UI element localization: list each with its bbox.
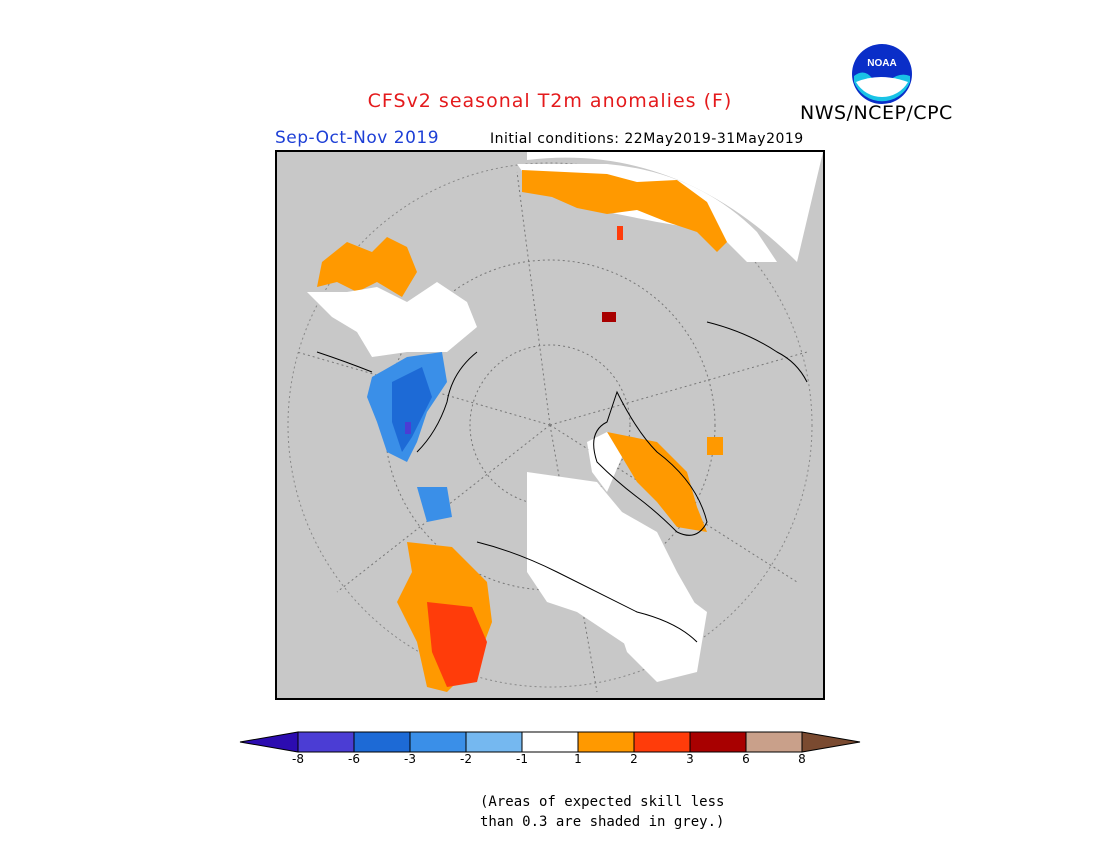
skill-note-line2: than 0.3 are shaded in grey.) xyxy=(480,814,725,830)
colorbar-tick-label: 1 xyxy=(574,752,582,766)
noaa-logo-text: NOAA xyxy=(867,58,896,69)
colorbar xyxy=(238,728,864,760)
coastlines xyxy=(316,321,808,643)
colorbar-tick-label: -2 xyxy=(460,752,472,766)
colorbar-segment-7 xyxy=(633,731,691,753)
chart-title: CFSv2 seasonal T2m anomalies (F) xyxy=(367,90,733,112)
noaa-logo: NOAA xyxy=(850,42,914,110)
colorbar-segment-5 xyxy=(521,731,579,753)
colorbar-tick-label: 3 xyxy=(686,752,694,766)
colorbar-tick-label: 8 xyxy=(798,752,806,766)
region-europe-orange xyxy=(707,437,723,455)
colorbar-segment-8 xyxy=(689,731,747,753)
region-nerussia-darkblue xyxy=(392,367,432,452)
map-panel xyxy=(275,150,825,700)
season-label: Sep-Oct-Nov 2019 xyxy=(275,128,440,148)
colorbar-segment-6 xyxy=(577,731,635,753)
colorbar-tick-label: -3 xyxy=(404,752,416,766)
region-small-red xyxy=(617,226,623,240)
colorbar-tick-label: -8 xyxy=(292,752,304,766)
colorbar-tick-label: 2 xyxy=(630,752,638,766)
skill-note: (Areas of expected skill less than 0.3 a… xyxy=(480,792,724,832)
colorbar-segment-left xyxy=(239,731,299,753)
colorbar-segment-9 xyxy=(745,731,803,753)
region-greenland-orange xyxy=(607,432,707,532)
colorbar-svg xyxy=(239,731,861,753)
initial-conditions-label: Initial conditions: 22May2019-31May2019 xyxy=(490,131,804,147)
polar-map xyxy=(287,152,823,693)
agency-label: NWS/NCEP/CPC xyxy=(800,102,953,124)
region-wna-red xyxy=(427,602,487,687)
region-canada-east-white xyxy=(607,582,707,682)
colorbar-segment-2 xyxy=(353,731,411,753)
colorbar-tick-label: -1 xyxy=(516,752,528,766)
colorbar-tick-label: -6 xyxy=(348,752,360,766)
region-scandinavia-blue xyxy=(417,487,452,522)
region-alaska-white xyxy=(307,282,477,357)
map-outside-area xyxy=(527,152,823,262)
region-alaska-orange xyxy=(317,237,417,297)
region-small-purple xyxy=(405,422,411,434)
colorbar-segment-1 xyxy=(297,731,355,753)
region-small-darkred xyxy=(602,312,616,322)
colorbar-segment-4 xyxy=(465,731,523,753)
latitude-circle xyxy=(384,259,716,591)
skill-note-line1: (Areas of expected skill less xyxy=(480,794,725,810)
colorbar-segment-right xyxy=(801,731,861,753)
region-siberia-orange xyxy=(522,170,727,252)
colorbar-tick-label: 6 xyxy=(742,752,750,766)
colorbar-segment-3 xyxy=(409,731,467,753)
